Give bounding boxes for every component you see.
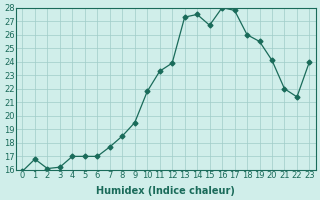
X-axis label: Humidex (Indice chaleur): Humidex (Indice chaleur) [97,186,236,196]
